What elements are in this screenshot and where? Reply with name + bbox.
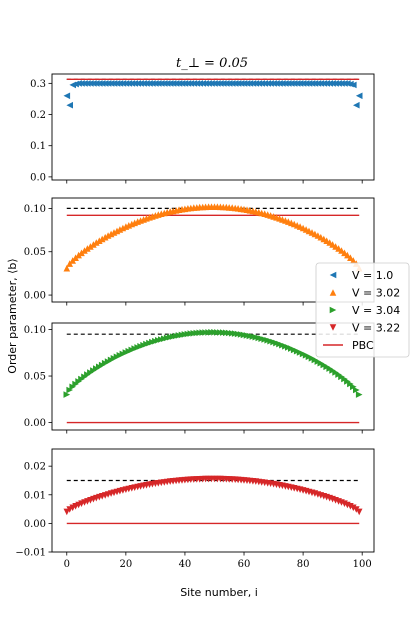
panel-frame — [51, 322, 375, 431]
legend-label: V = 3.02 — [352, 287, 400, 300]
data-point — [90, 241, 97, 248]
legend-label: V = 1.0 — [352, 269, 393, 282]
legend: V = 1.0 V = 3.02 V = 3.04 V = 3.22 PBC — [315, 262, 410, 358]
legend-label: V = 3.04 — [352, 304, 400, 317]
x-tick-label: 80 — [297, 559, 310, 570]
panels: 0.0 0.1 0.2 0.3 0.00 0.05 0.10 0.00 0.05 0.10 −0.0… — [15, 73, 375, 570]
y-tick-label: 0.00 — [24, 519, 46, 530]
data-point — [93, 239, 100, 246]
y-tick-label: 0.0 — [30, 172, 46, 183]
y-tick-label: 0.02 — [24, 462, 46, 473]
panel-frame — [51, 73, 375, 181]
series-points — [63, 80, 363, 109]
data-point — [75, 251, 82, 259]
data-point — [347, 254, 354, 261]
y-axis-label: Order parameter, ⟨b⟩ — [6, 258, 19, 373]
data-point — [353, 101, 360, 109]
panel-1: 0.0 0.1 0.2 0.3 — [30, 73, 375, 184]
data-point — [344, 251, 351, 259]
series-points — [63, 475, 363, 516]
series-points — [63, 329, 363, 398]
data-point — [96, 237, 103, 244]
y-tick-label: 0.00 — [24, 291, 46, 302]
data-point — [338, 247, 345, 254]
data-point — [81, 247, 88, 254]
data-point — [66, 386, 73, 394]
legend-label: PBC — [352, 339, 374, 352]
data-point — [350, 383, 357, 391]
data-point — [87, 243, 94, 250]
x-tick-label: 60 — [238, 559, 251, 570]
y-tick-label: 0.3 — [30, 79, 46, 90]
data-point — [355, 92, 363, 100]
y-tick-label: 0.10 — [24, 204, 46, 215]
legend-marker — [329, 271, 337, 279]
legend-entry: V = 3.02 — [329, 287, 400, 300]
legend-entry: V = 3.22 — [329, 322, 400, 335]
panel-3: 0.00 0.05 0.10 — [24, 322, 375, 434]
legend-box — [315, 262, 410, 358]
legend-marker — [329, 306, 337, 314]
legend-label: V = 3.22 — [352, 322, 400, 335]
data-point — [353, 506, 360, 513]
y-tick-label: 0.05 — [24, 247, 46, 258]
x-tick-label: 20 — [119, 559, 132, 570]
data-point — [350, 81, 357, 89]
legend-entry: V = 3.04 — [329, 304, 400, 317]
x-tick-label: 40 — [179, 559, 192, 570]
data-point — [98, 235, 106, 243]
data-point — [350, 504, 357, 512]
legend-entry: V = 1.0 — [329, 269, 393, 282]
figure-title: t_⊥ = 0.05 — [176, 56, 248, 71]
y-tick-label: 0.00 — [24, 418, 46, 429]
data-point — [63, 391, 71, 398]
y-tick-label: 0.05 — [24, 372, 46, 383]
y-tick-label: 0.01 — [24, 490, 46, 501]
panel-frame — [51, 197, 375, 303]
x-tick-label: 0 — [64, 559, 70, 570]
y-tick-label: 0.10 — [24, 325, 46, 336]
data-point — [78, 249, 85, 257]
y-tick-label: 0.2 — [30, 110, 46, 121]
series-points — [63, 203, 363, 272]
panel-frame — [51, 448, 375, 553]
y-tick-label: 0.1 — [30, 141, 46, 152]
data-point — [66, 101, 73, 109]
data-point — [353, 386, 360, 394]
data-point — [355, 391, 363, 398]
data-point — [355, 508, 363, 516]
data-point — [84, 245, 91, 252]
legend-marker — [329, 289, 337, 296]
data-point — [63, 92, 71, 100]
legend-entry: PBC — [323, 339, 374, 352]
x-axis-label: Site number, i — [180, 586, 258, 599]
panel-4: −0.01 0.00 0.01 0.02 0 20 40 60 80 100 — [15, 448, 375, 570]
data-point — [63, 264, 71, 272]
legend-marker — [329, 324, 337, 331]
x-tick-label: 100 — [353, 559, 372, 570]
data-point — [72, 254, 79, 261]
y-tick-label: −0.01 — [15, 548, 46, 559]
data-point — [101, 233, 109, 241]
data-point — [350, 257, 357, 264]
